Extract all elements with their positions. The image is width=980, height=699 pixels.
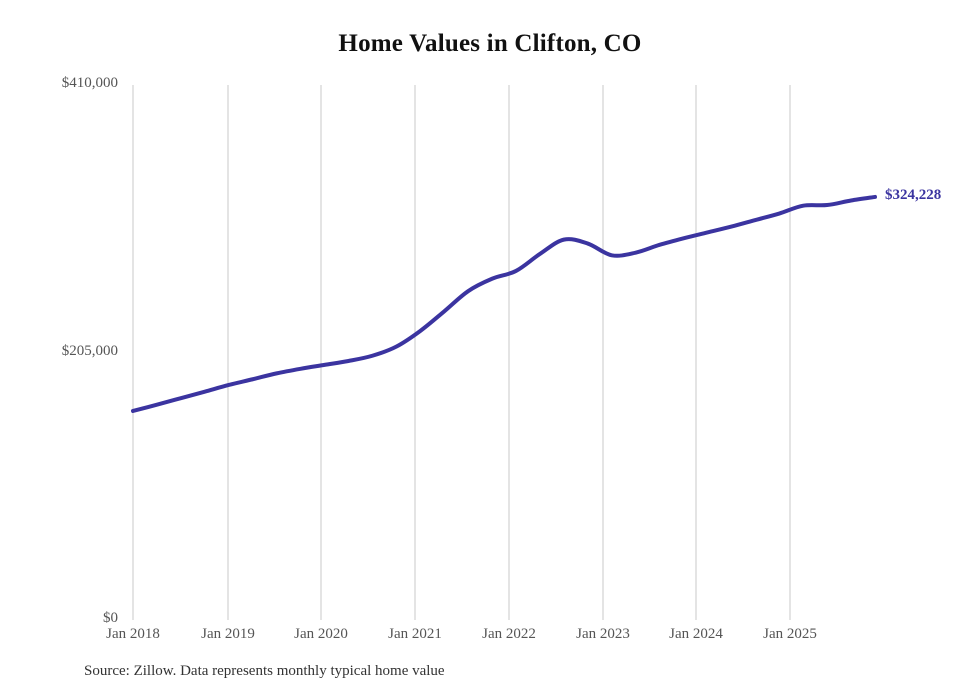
page-title: Home Values in Clifton, CO — [338, 30, 642, 57]
x-axis-tick-label: Jan 2019 — [201, 626, 255, 642]
x-axis-tick-label: Jan 2025 — [763, 626, 817, 642]
source-note: Source: Zillow. Data represents monthly … — [84, 663, 445, 679]
end-value-label: $324,228 — [885, 186, 942, 203]
x-axis-tick-label: Jan 2018 — [106, 626, 160, 642]
data-series — [131, 194, 877, 413]
x-axis-tick-label: Jan 2021 — [388, 626, 442, 642]
x-axis-tick-label: Jan 2024 — [669, 626, 723, 642]
x-axis-tick-label: Jan 2022 — [482, 626, 536, 642]
y-axis-tick-label: $410,000 — [61, 75, 118, 91]
series-line — [131, 194, 877, 413]
y-axis-tick-label: $0 — [103, 610, 118, 626]
y-axis-tick-label: $205,000 — [61, 342, 118, 359]
gridlines — [132, 85, 791, 620]
x-axis-tick-label: Jan 2023 — [576, 626, 630, 642]
x-axis-tick-label: Jan 2020 — [294, 626, 348, 642]
